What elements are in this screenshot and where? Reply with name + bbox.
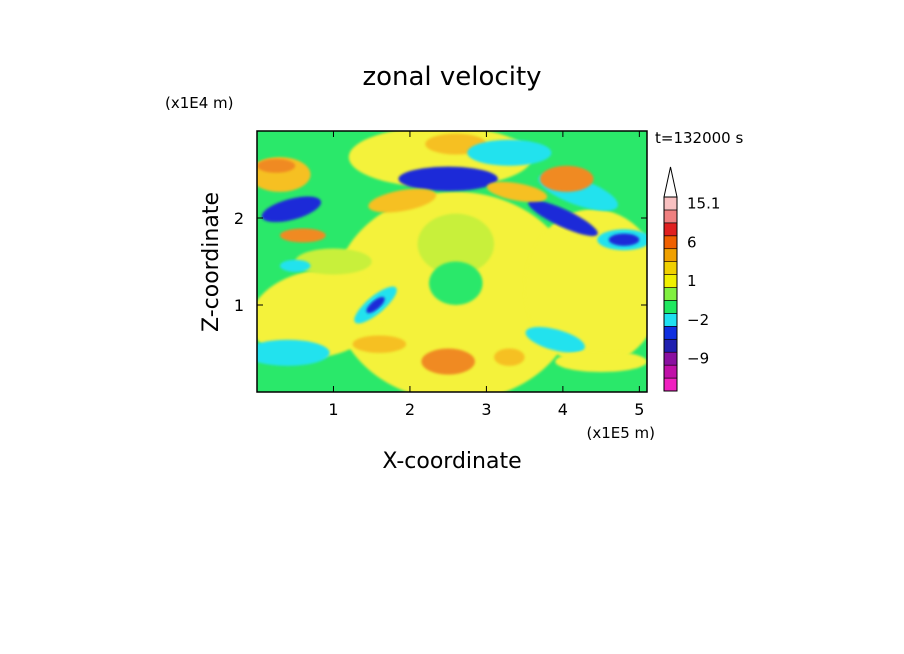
y-axis: 12 (234, 209, 647, 315)
contour-region (368, 188, 437, 213)
colorbar-segment (663, 274, 678, 288)
contour-region (279, 228, 326, 243)
contour-region (257, 339, 330, 366)
contour-region (417, 213, 495, 275)
x-axis-label: X-coordinate (382, 449, 521, 474)
colorbar-label: 6 (687, 233, 697, 251)
y-unit-label: (x1E4 m) (165, 94, 234, 112)
colorbar-segment (663, 222, 678, 237)
colorbar-segment (663, 338, 678, 353)
velocity-contours (257, 131, 647, 392)
x-axis: 1 2 3 4 5 (328, 131, 644, 419)
contour-region (528, 200, 598, 236)
contour-region (429, 261, 483, 305)
contour-region (295, 248, 372, 275)
colorbar-label: 15.1 (687, 194, 720, 212)
x-tick-label: 4 (558, 400, 568, 419)
x-tick-label: 3 (481, 400, 491, 419)
contour-region (366, 296, 385, 314)
colorbar-segment (663, 287, 678, 301)
x-tick-label: 1 (328, 400, 338, 419)
contour-region (421, 348, 475, 375)
contour-region (608, 233, 640, 246)
colorbar-label: −2 (687, 311, 709, 329)
colorbar-segment (663, 300, 678, 314)
contour-region (257, 269, 387, 359)
colorbar-segment (663, 261, 678, 275)
x-tick-label: 5 (634, 400, 644, 419)
colorbar-frame (663, 196, 678, 392)
contour-region (257, 158, 296, 173)
contour-region (261, 196, 322, 223)
colorbar-extend-arrow (663, 166, 678, 198)
contour-region (525, 326, 585, 353)
colorbar-segment (663, 196, 678, 211)
contour-region (494, 348, 525, 366)
colorbar-segment (663, 326, 678, 340)
contour-region (398, 166, 498, 192)
colorbar-segment (663, 377, 678, 392)
contour-region (555, 351, 647, 372)
colorbar-segment (663, 313, 678, 327)
y-tick-label: 2 (234, 209, 244, 228)
contour-region (539, 165, 594, 192)
colorbar-segment (663, 235, 678, 250)
colorbar-segment (663, 364, 678, 379)
heatmap-field (257, 131, 647, 392)
colorbar-segment (663, 351, 678, 366)
x-unit-label: (x1E5 m) (586, 424, 655, 442)
contour-region (467, 139, 552, 166)
colorbar-segment (663, 248, 678, 262)
colorbar-label: 1 (687, 272, 697, 290)
chart-title: zonal velocity (362, 62, 541, 92)
plot-frame (256, 130, 648, 393)
contour-region (352, 335, 407, 353)
colorbar: 15.1 6 1 −2 −9 (663, 166, 720, 392)
x-tick-label: 2 (405, 400, 415, 419)
time-label: t=132000 s (655, 129, 743, 147)
contour-region (279, 259, 311, 272)
colorbar-label: −9 (687, 350, 709, 368)
y-axis-label: Z-coordinate (199, 192, 224, 332)
colorbar-segment (663, 209, 678, 224)
y-tick-label: 1 (234, 296, 244, 315)
contour-region (486, 181, 548, 202)
